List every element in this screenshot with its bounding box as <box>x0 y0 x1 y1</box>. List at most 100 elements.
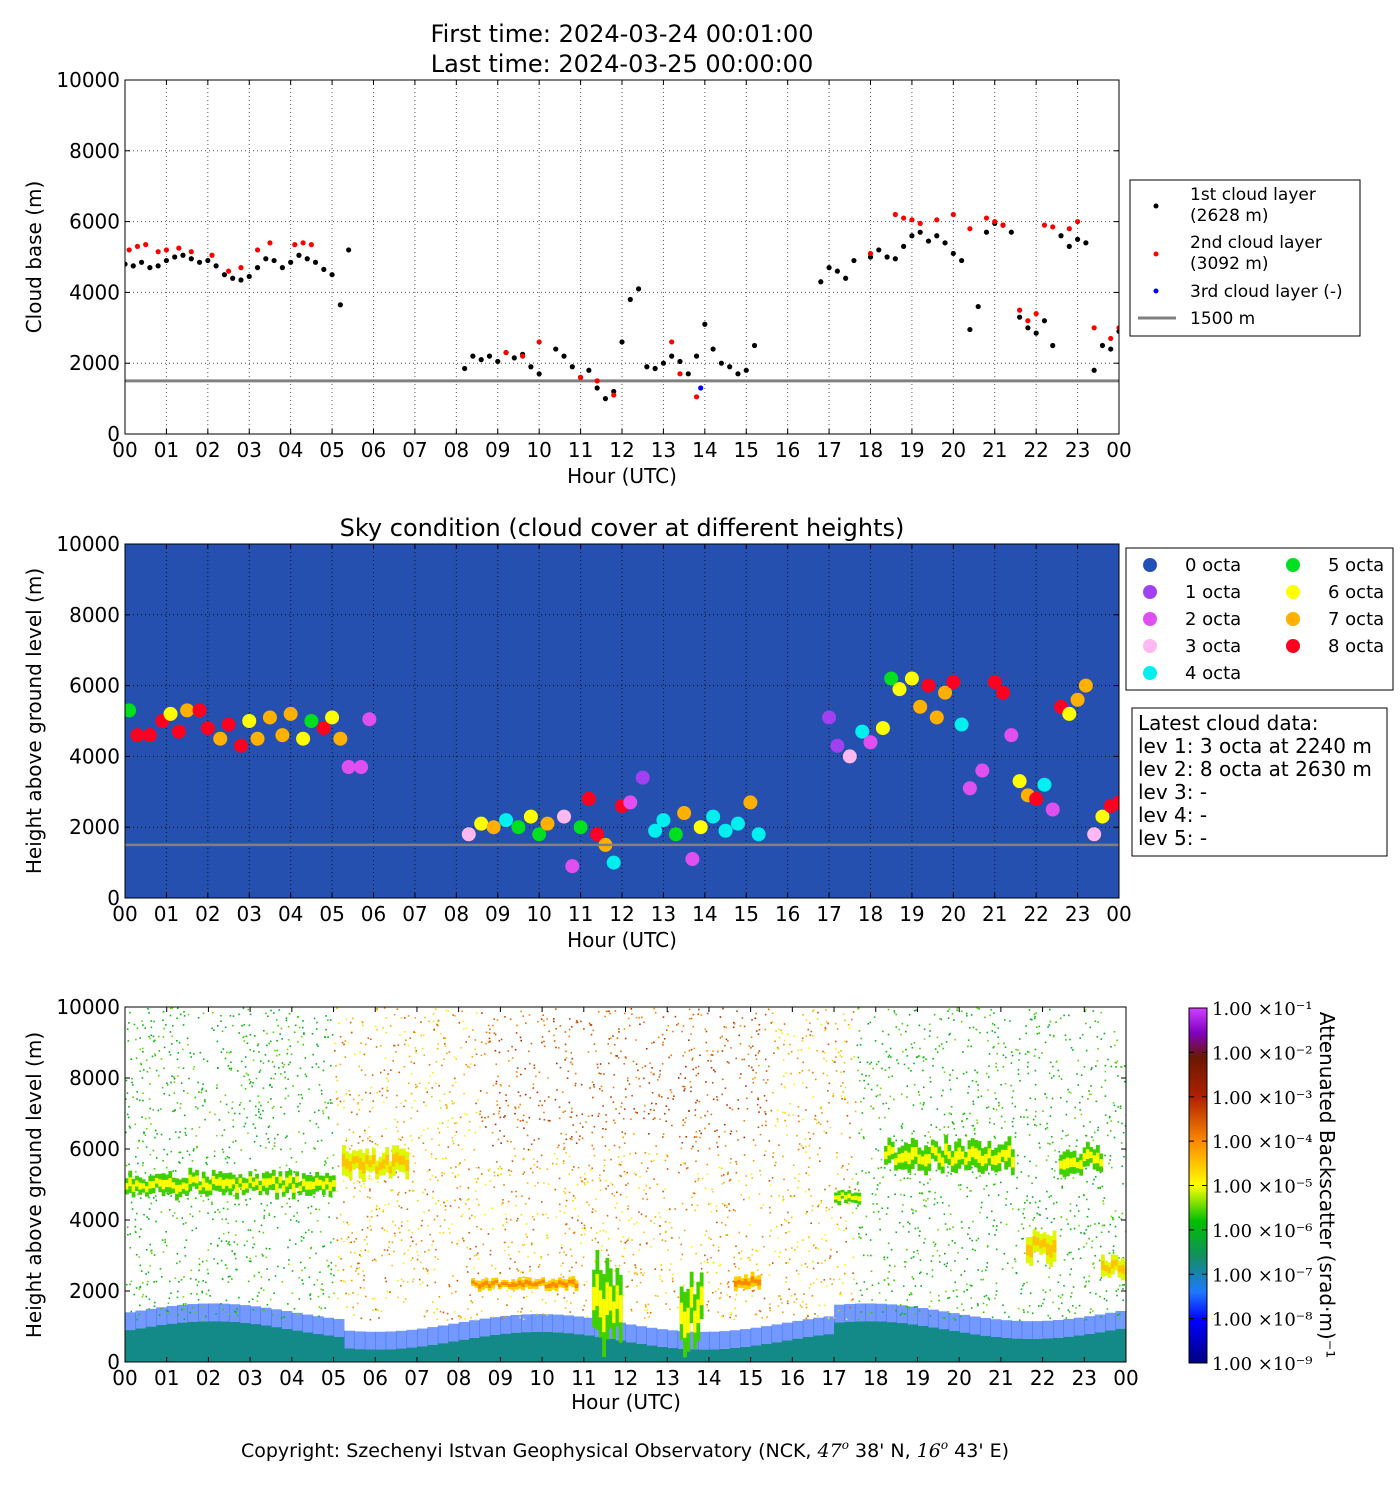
backscatter-noise-pixel <box>561 1091 564 1093</box>
cloud-band-core <box>145 1186 149 1193</box>
backscatter-noise-pixel <box>367 1137 369 1140</box>
backscatter-noise-pixel <box>287 1263 290 1266</box>
backscatter-noise-pixel <box>1097 1126 1100 1129</box>
backscatter-noise-pixel <box>179 1260 181 1263</box>
backscatter-noise-pixel <box>1100 1086 1103 1089</box>
backscatter-noise-pixel <box>831 1059 834 1062</box>
backscatter-noise-pixel <box>1109 1159 1111 1161</box>
backscatter-noise-pixel <box>285 1164 288 1167</box>
backscatter-noise-pixel <box>477 1166 480 1169</box>
aerosol-layer-cell <box>719 1348 731 1362</box>
backscatter-noise-pixel <box>245 1035 248 1038</box>
backscatter-noise-pixel <box>798 1173 801 1175</box>
backscatter-noise-pixel <box>125 1098 127 1100</box>
backscatter-noise-pixel <box>805 1212 808 1215</box>
backscatter-noise-pixel <box>147 1280 149 1283</box>
backscatter-noise-pixel <box>252 1236 254 1239</box>
backscatter-noise-pixel <box>287 1078 289 1081</box>
first-layer-point <box>196 259 203 265</box>
backscatter-noise-pixel <box>727 1039 729 1042</box>
backscatter-noise-pixel <box>862 1254 865 1257</box>
backscatter-noise-pixel <box>465 1265 468 1268</box>
backscatter-noise-pixel <box>398 1205 401 1207</box>
backscatter-noise-pixel <box>1002 1066 1005 1068</box>
backscatter-noise-pixel <box>575 1142 578 1145</box>
backscatter-noise-pixel <box>743 1289 745 1291</box>
backscatter-noise-pixel <box>726 1104 728 1106</box>
backscatter-noise-pixel <box>202 1083 204 1085</box>
backscatter-noise-pixel <box>704 1234 707 1236</box>
backscatter-noise-pixel <box>798 1071 801 1074</box>
backscatter-noise-pixel <box>894 1193 896 1196</box>
backscatter-noise-pixel <box>297 1191 299 1194</box>
aerosol-layer-cell <box>917 1325 929 1362</box>
backscatter-noise-pixel <box>140 1270 143 1272</box>
backscatter-noise-pixel <box>235 1311 237 1314</box>
backscatter-noise-pixel <box>480 1041 483 1044</box>
backscatter-noise-pixel <box>325 1015 327 1017</box>
backscatter-noise-pixel <box>756 1103 759 1106</box>
backscatter-noise-pixel <box>853 1056 856 1058</box>
backscatter-noise-pixel <box>190 1292 193 1295</box>
backscatter-noise-pixel <box>230 1067 233 1070</box>
first-layer-point <box>163 257 170 264</box>
backscatter-noise-pixel <box>1121 1284 1124 1286</box>
backscatter-noise-pixel <box>624 1242 627 1244</box>
backscatter-noise-pixel <box>475 1253 478 1256</box>
backscatter-noise-pixel <box>721 1183 724 1185</box>
backscatter-noise-pixel <box>274 1049 276 1052</box>
backscatter-noise-pixel <box>507 1200 510 1203</box>
backscatter-noise-pixel <box>144 1134 147 1136</box>
second-layer-point <box>536 339 542 345</box>
backscatter-noise-pixel <box>196 1145 198 1148</box>
backscatter-noise-pixel <box>776 1225 778 1228</box>
backscatter-noise-pixel <box>743 1154 746 1156</box>
backscatter-noise-pixel <box>993 1024 996 1026</box>
backscatter-noise-pixel <box>1064 1177 1067 1180</box>
backscatter-noise-pixel <box>191 1160 194 1162</box>
backscatter-noise-pixel <box>674 1015 677 1018</box>
backscatter-noise-pixel <box>765 1070 768 1072</box>
backscatter-noise-pixel <box>281 1038 283 1040</box>
backscatter-noise-pixel <box>608 1010 610 1013</box>
x-tick-label: 17 <box>816 902 841 926</box>
backscatter-noise-pixel <box>839 1291 842 1294</box>
backscatter-noise-pixel <box>302 1236 305 1239</box>
backscatter-noise-pixel <box>1091 1310 1094 1312</box>
backscatter-noise-pixel <box>962 1051 964 1053</box>
backscatter-noise-pixel <box>1104 1154 1106 1157</box>
backscatter-noise-pixel <box>517 1091 520 1093</box>
backscatter-noise-pixel <box>373 1258 376 1261</box>
backscatter-noise-pixel <box>460 1199 462 1201</box>
backscatter-noise-pixel <box>305 1075 308 1078</box>
backscatter-noise-pixel <box>262 1289 265 1291</box>
backscatter-noise-pixel <box>434 1256 437 1258</box>
aerosol-layer-cell <box>375 1349 387 1362</box>
backscatter-noise-pixel <box>783 1043 785 1046</box>
aerosol-layer-cell <box>510 1314 522 1333</box>
backscatter-noise-pixel <box>687 1110 690 1112</box>
backscatter-noise-pixel <box>237 1070 239 1072</box>
backscatter-noise-pixel <box>182 1223 185 1225</box>
backscatter-noise-pixel <box>929 1178 932 1181</box>
backscatter-noise-pixel <box>163 1046 166 1049</box>
backscatter-noise-pixel <box>500 1142 502 1144</box>
first-layer-point <box>942 240 948 246</box>
backscatter-noise-pixel <box>843 1070 845 1073</box>
backscatter-noise-pixel <box>563 1251 565 1254</box>
backscatter-noise-pixel <box>439 1225 442 1228</box>
backscatter-noise-pixel <box>1072 1049 1074 1051</box>
backscatter-noise-pixel <box>260 1287 263 1289</box>
aerosol-layer-cell <box>510 1332 522 1362</box>
backscatter-noise-pixel <box>1035 1124 1038 1127</box>
backscatter-noise-pixel <box>566 1077 569 1079</box>
backscatter-noise-pixel <box>630 1217 633 1219</box>
backscatter-noise-pixel <box>721 1035 723 1038</box>
backscatter-noise-pixel <box>1003 1252 1006 1255</box>
cloud-band-core <box>185 1183 189 1191</box>
backscatter-noise-pixel <box>731 1108 734 1111</box>
backscatter-noise-pixel <box>601 1245 603 1247</box>
backscatter-noise-pixel <box>895 1309 897 1312</box>
backscatter-noise-pixel <box>441 1064 443 1067</box>
backscatter-noise-pixel <box>234 1203 236 1206</box>
